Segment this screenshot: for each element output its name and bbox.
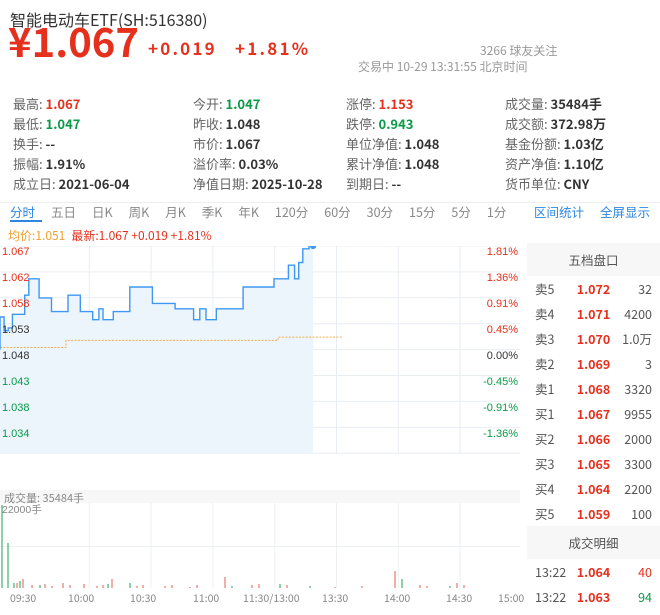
svg-text:1.034: 1.034 [2,428,30,440]
svg-text:0.91%: 0.91% [487,298,518,310]
svg-text:1.067: 1.067 [2,246,30,258]
svg-text:1.048: 1.048 [2,350,30,362]
svg-text:1.053: 1.053 [2,324,30,336]
svg-text:22000手: 22000手 [2,503,42,516]
svg-text:1.038: 1.038 [2,402,30,414]
svg-text:1.36%: 1.36% [487,272,518,284]
svg-text:1.058: 1.058 [2,298,30,310]
svg-text:0.00%: 0.00% [487,350,518,362]
svg-text:1.81%: 1.81% [487,246,518,258]
svg-text:0.45%: 0.45% [487,324,518,336]
svg-text:-0.45%: -0.45% [483,376,518,388]
svg-text:-0.91%: -0.91% [483,402,518,414]
svg-text:1.043: 1.043 [2,376,30,388]
svg-text:1.062: 1.062 [2,272,30,284]
svg-text:-1.36%: -1.36% [483,428,518,440]
